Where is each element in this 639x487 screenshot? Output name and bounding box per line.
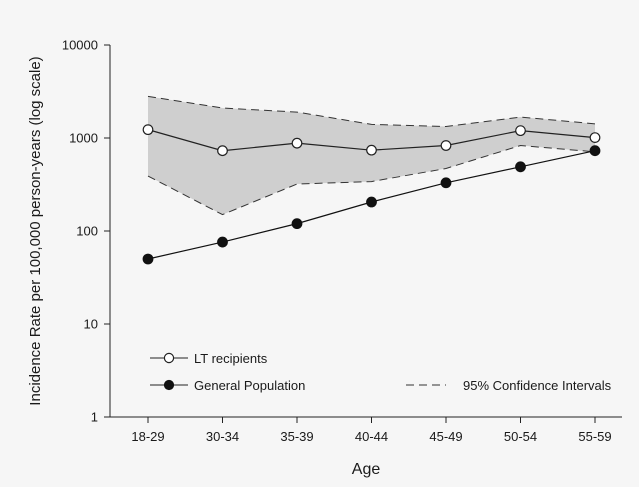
point-general-population-55-59 <box>589 145 601 157</box>
point-general-population-50-54 <box>515 161 526 173</box>
legend-marker-filled-circle <box>163 379 175 391</box>
x-ticks: 18-29 30-34 35-39 40-44 45-49 50-54 55-59 <box>131 417 612 444</box>
x-tick-label: 18-29 <box>131 429 164 444</box>
y-tick-label: 1 <box>91 410 98 425</box>
legend-item-confidence-intervals: 95% Confidence Intervals <box>406 378 612 393</box>
point-general-population-45-49 <box>440 177 452 189</box>
x-tick-label: 30-34 <box>206 429 239 444</box>
y-tick-label: 100 <box>76 224 98 239</box>
series-layer <box>142 124 601 265</box>
y-axis-label: Incidence Rate per 100,000 person-years … <box>27 56 44 405</box>
point-general-population-40-44 <box>366 196 377 208</box>
point-general-population-18-29 <box>142 253 154 265</box>
point-lt-recipients-55-59 <box>589 132 601 143</box>
y-tick-label: 10000 <box>62 38 98 53</box>
x-tick-label: 55-59 <box>578 429 611 444</box>
x-tick-label: 40-44 <box>355 429 388 444</box>
ci-lower-line <box>147 145 596 216</box>
point-lt-recipients-40-44 <box>366 144 377 156</box>
legend-item-general-population: General Population <box>150 378 305 393</box>
point-general-population-30-34 <box>217 236 228 248</box>
ci-upper-line <box>147 95 596 127</box>
point-lt-recipients-50-54 <box>515 125 526 137</box>
point-lt-recipients-35-39 <box>291 137 303 149</box>
y-ticks: 1 10 100 1000 10000 <box>62 38 110 425</box>
x-axis-label: Age <box>352 461 381 478</box>
point-lt-recipients-45-49 <box>440 140 452 151</box>
x-tick-label: 35-39 <box>280 429 313 444</box>
point-general-population-35-39 <box>291 218 303 230</box>
x-tick-label: 50-54 <box>504 429 537 444</box>
y-tick-label: 10 <box>84 317 98 332</box>
point-lt-recipients-18-29 <box>142 124 154 136</box>
point-lt-recipients-30-34 <box>217 145 228 157</box>
x-tick-label: 45-49 <box>429 429 462 444</box>
legend: LT recipients General Population 95% Con… <box>150 351 612 393</box>
legend-item-lt-recipients: LT recipients <box>150 351 268 366</box>
legend-marker-open-circle <box>163 352 175 364</box>
legend-label-general-population: General Population <box>194 378 305 393</box>
legend-label-lt-recipients: LT recipients <box>194 351 268 366</box>
y-tick-label: 1000 <box>69 131 98 146</box>
legend-label-confidence-intervals: 95% Confidence Intervals <box>463 378 612 393</box>
